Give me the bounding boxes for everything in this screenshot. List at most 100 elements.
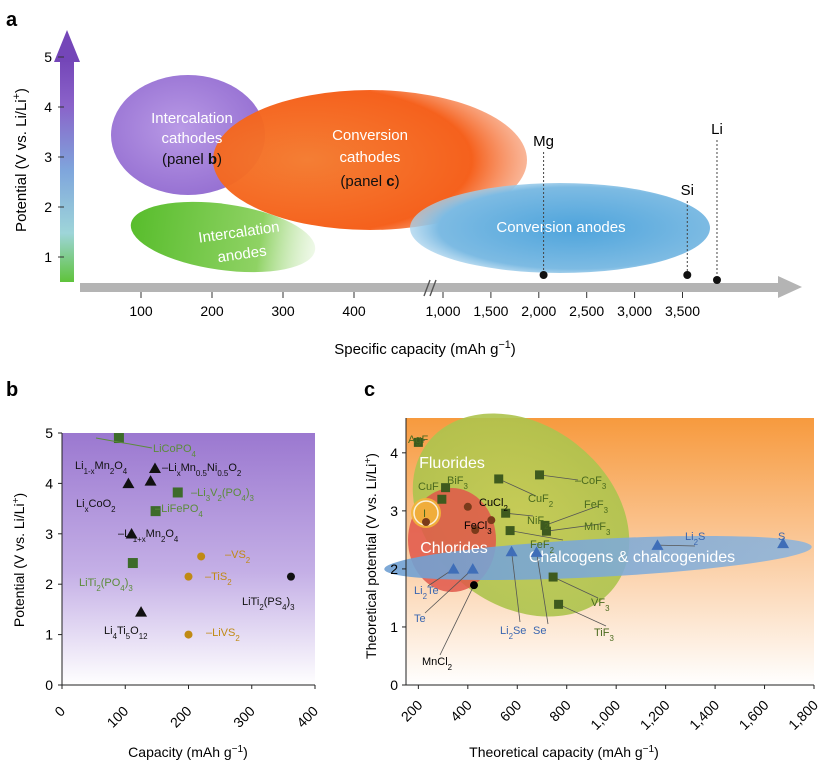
c-point-label: AgF xyxy=(408,434,428,446)
c-point xyxy=(437,494,447,504)
b-y-ticks: 0 1 2 3 4 5 xyxy=(45,425,62,693)
b-point xyxy=(148,462,161,474)
c-point-label: MnCl2 xyxy=(422,656,452,672)
c-point xyxy=(554,599,564,609)
c-point-label: CuF xyxy=(418,481,439,493)
c-x-axis-title: Theoretical capacity (mAh g−1) xyxy=(469,744,659,761)
a-y-tick-label: 3 xyxy=(44,149,52,165)
b-x-tick-label: 400 xyxy=(293,703,321,731)
y-axis-arrow-shaft xyxy=(60,60,74,282)
c-point xyxy=(541,526,551,536)
b-point-label: LiCoPO4 xyxy=(153,443,197,459)
c-point xyxy=(447,563,460,574)
panel-letter-b: b xyxy=(6,379,18,401)
label-conversion-anodes: Conversion anodes xyxy=(496,219,625,236)
a-point-si xyxy=(683,271,692,279)
c-leader xyxy=(552,576,599,599)
c-x-tick-label: 1,400 xyxy=(686,697,722,733)
b-x-tick-label: 300 xyxy=(230,703,258,731)
b-y-tick-label: 2 xyxy=(45,576,53,592)
c-point-label: Li2S xyxy=(685,531,705,547)
c-point xyxy=(535,470,545,480)
c-leader xyxy=(510,530,564,541)
a-x-tick-label: 400 xyxy=(342,303,366,319)
c-point xyxy=(422,518,430,526)
y-axis-arrow-head xyxy=(54,30,80,62)
c-leader xyxy=(536,552,549,625)
c-y-tick-label: 2 xyxy=(390,561,398,577)
b-point xyxy=(122,477,135,489)
b-point-label: –Li3V2(PO4)3 xyxy=(191,487,254,503)
b-point xyxy=(286,572,295,581)
axis-break-1 xyxy=(423,279,431,297)
c-point-label: FeF3 xyxy=(584,499,609,515)
b-point-label: –Li1+xMn2O4 xyxy=(118,528,179,544)
c-point-label: NiF2 xyxy=(527,515,549,531)
c-x-tick-label: 1,200 xyxy=(637,697,673,733)
c-leader xyxy=(505,512,534,517)
b-point xyxy=(125,528,138,539)
c-points xyxy=(413,437,790,609)
b-x-tick-label: 0 xyxy=(51,703,68,720)
b-x-axis-title: Capacity (mAh g−1) xyxy=(128,744,248,761)
region-label-chlorides: Chlorides xyxy=(420,540,488,557)
c-leader xyxy=(511,551,521,623)
c-point xyxy=(777,537,790,549)
c-point-label: MnF3 xyxy=(584,521,611,537)
b-point-label: –TiS2 xyxy=(205,571,232,587)
c-leader xyxy=(546,523,601,532)
c-point xyxy=(651,539,664,550)
label-intercalation-anodes-l2: anodes xyxy=(216,243,267,267)
c-y-tick-label: 1 xyxy=(390,619,398,635)
panel-c: Fluorides Chlorides Chalcogens & chalcog… xyxy=(363,413,821,761)
c-point-label: Li2Te xyxy=(414,585,439,601)
c-leader xyxy=(544,505,599,526)
c-leader xyxy=(657,544,696,547)
region-chalcogens xyxy=(384,535,812,581)
c-leader xyxy=(424,568,474,614)
c-x-tick-label: 1,800 xyxy=(785,697,821,733)
label-intercalation-cathodes-l2: cathodes xyxy=(162,130,223,147)
c-point xyxy=(548,572,558,582)
a-point-label: Si xyxy=(681,182,694,199)
c-point xyxy=(505,545,518,557)
b-y-tick-label: 4 xyxy=(45,475,53,491)
b-y-tick-label: 3 xyxy=(45,526,53,542)
c-leader xyxy=(439,584,475,656)
b-x-ticks: 0 100 200 300 400 xyxy=(51,685,321,731)
c-labels: AgF CuF BiF3 –CoF3 CuCl2 CuF2 FeF3 NiF2 MnF3 FeCl… xyxy=(408,434,785,672)
c-point xyxy=(530,546,543,557)
b-labels: LiCoPO4 Li1-xMn2O4 LixCoO2 –LixMn0.5Ni0.5O2… xyxy=(75,437,295,643)
b-point-label: –LixMn0.5Ni0.5O2 xyxy=(162,462,241,478)
panel-letter-c: c xyxy=(364,379,375,401)
c-point-label: TiF3 xyxy=(594,627,614,643)
c-point xyxy=(505,526,515,536)
a-point-label: Mg xyxy=(533,133,554,150)
a-points: Mg Si Li xyxy=(533,121,723,284)
c-leader xyxy=(539,474,579,481)
c-y-tick-label: 4 xyxy=(390,445,398,461)
b-y-tick-label: 0 xyxy=(45,677,53,693)
b-point xyxy=(184,572,193,581)
a-x-tick-label: 3,000 xyxy=(617,303,652,319)
label-conversion-cathodes: Conversion cathodes (panel c) xyxy=(332,127,408,190)
c-x-tick-label: 1,600 xyxy=(736,697,772,733)
c-point-label: FeF2 xyxy=(530,539,554,555)
b-point xyxy=(113,433,124,444)
c-point-label: CuF2 xyxy=(528,493,553,509)
b-point-label: LiTi2(PO4)3 xyxy=(79,577,133,593)
c-x-tick-label: 600 xyxy=(497,697,525,725)
c-point-label: –CoF3 xyxy=(575,475,607,491)
a-x-tick-label: 3,500 xyxy=(665,303,700,319)
c-point-label: VF3 xyxy=(591,597,610,613)
a-y-tick-label: 1 xyxy=(44,249,52,265)
label-intercalation-cathodes-l1: Intercalation xyxy=(151,110,233,127)
c-point xyxy=(501,508,511,518)
axis-break-2 xyxy=(429,279,437,297)
c-point xyxy=(466,563,479,574)
panel-letter-a: a xyxy=(6,9,18,31)
c-x-tick-label: 1,000 xyxy=(587,697,623,733)
b-point xyxy=(144,475,157,486)
region-label-fluorides: Fluorides xyxy=(419,455,485,472)
